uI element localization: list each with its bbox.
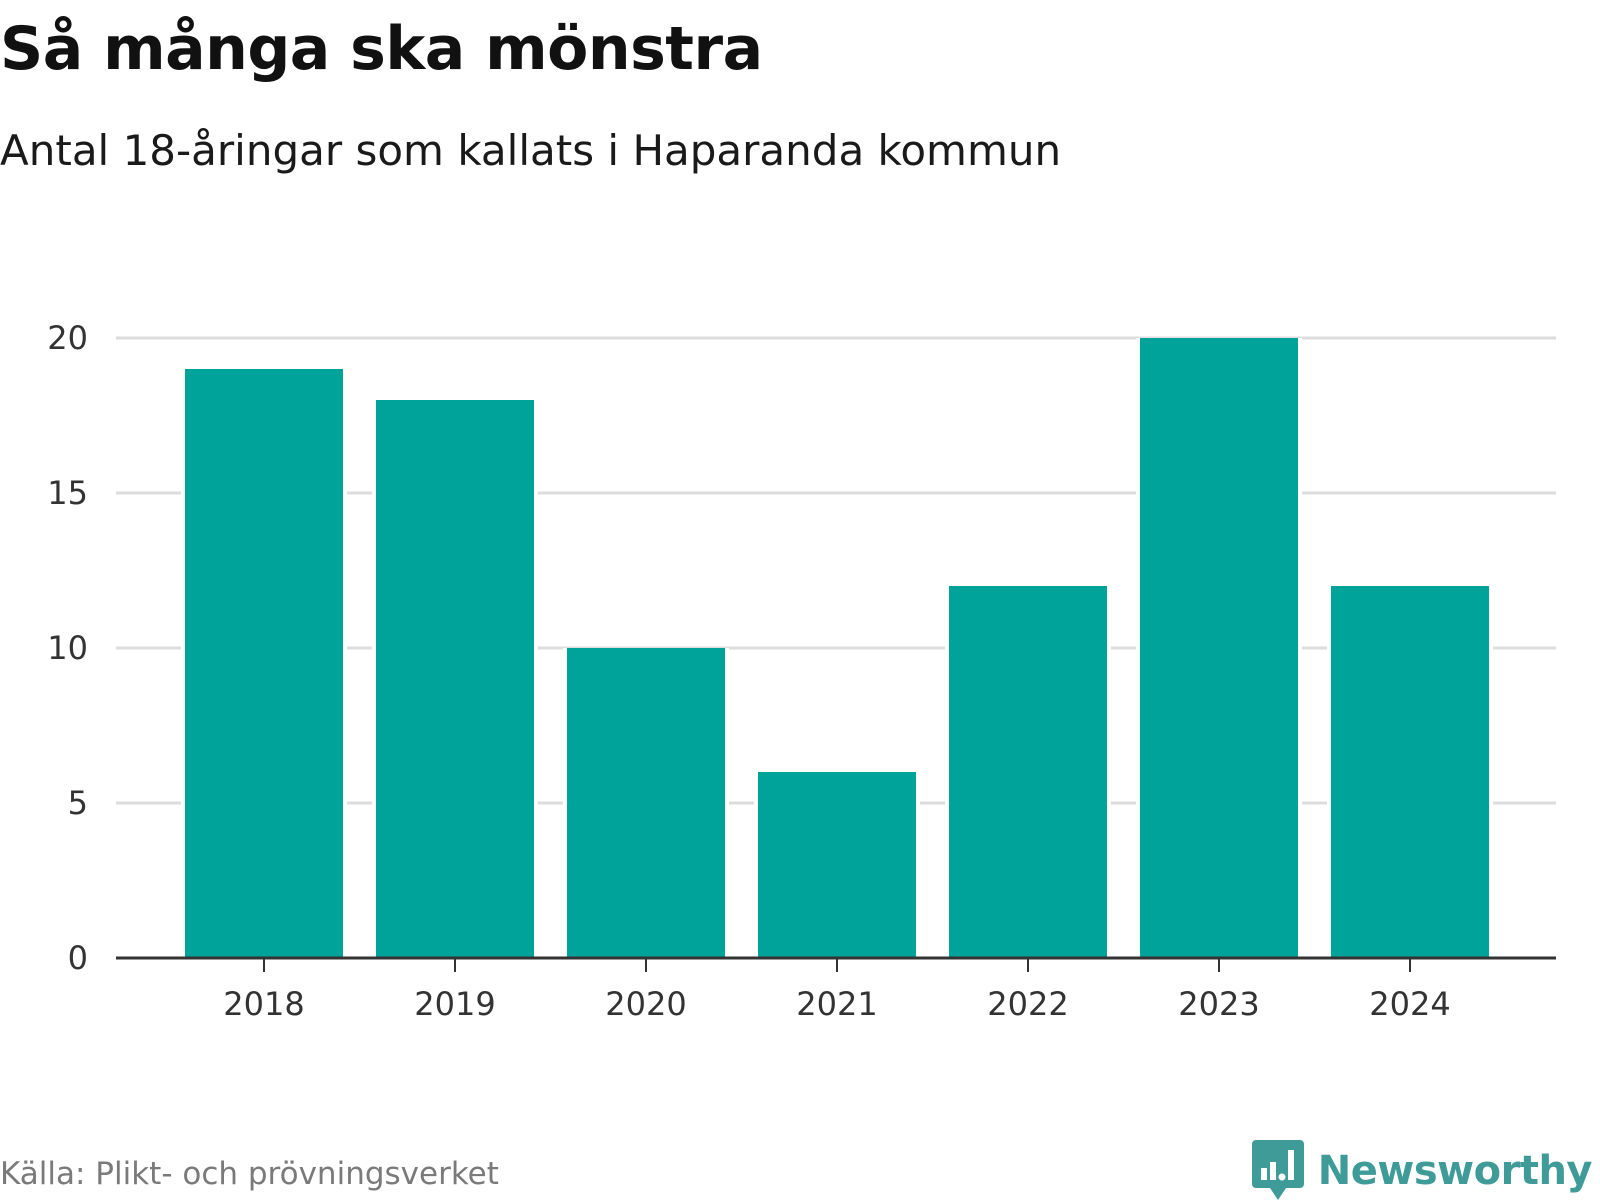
bar-2020	[567, 648, 725, 958]
x-tick-label: 2024	[1369, 985, 1450, 1023]
x-tick-label: 2022	[987, 985, 1068, 1023]
y-tick-label: 15	[47, 474, 88, 512]
brand-logo: Newsworthy	[1251, 1140, 1593, 1202]
x-tick-label: 2023	[1178, 985, 1259, 1023]
bar-2024	[1331, 586, 1489, 958]
bar-chart-speech-bubble-icon	[1251, 1140, 1304, 1200]
x-tick-label: 2020	[605, 985, 686, 1023]
bar-2022	[949, 586, 1107, 958]
x-tick-label: 2018	[223, 985, 304, 1023]
chart-title: Så många ska mönstra	[0, 14, 763, 84]
y-tick-label: 0	[68, 939, 88, 977]
x-tick-label: 2019	[414, 985, 495, 1023]
bar-2023	[1140, 338, 1298, 958]
brand-name: Newsworthy	[1317, 1148, 1593, 1194]
bar-2021	[758, 772, 916, 958]
x-tick-label: 2021	[796, 985, 877, 1023]
chart-subtitle: Antal 18-åringar som kallats i Haparanda…	[0, 126, 1062, 175]
y-tick-label: 10	[47, 629, 88, 667]
y-tick-label: 20	[47, 319, 88, 357]
source-note: Källa: Plikt- och prövningsverket	[0, 1156, 499, 1192]
y-tick-label: 5	[68, 784, 88, 822]
bar-2018	[185, 369, 343, 958]
bar-2019	[376, 400, 534, 958]
